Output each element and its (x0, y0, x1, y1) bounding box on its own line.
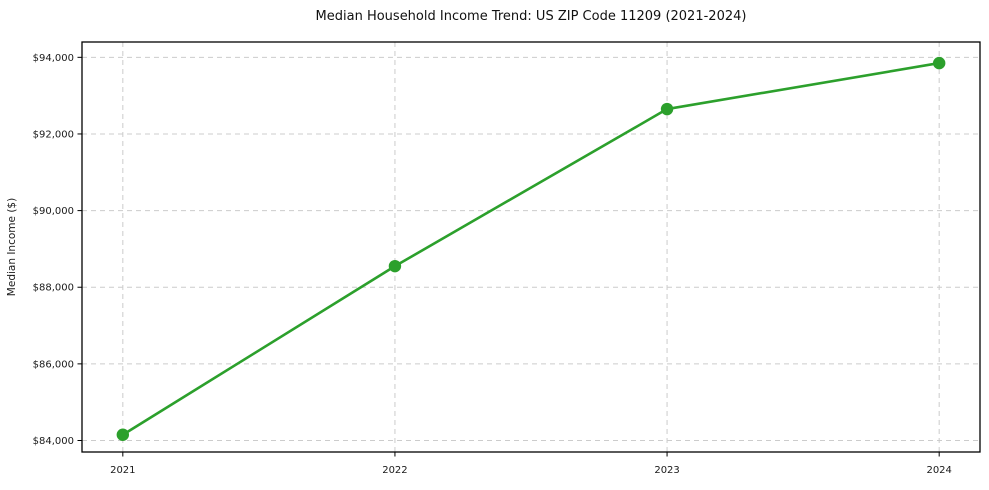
y-tick-label: $90,000 (33, 206, 74, 217)
data-point-2021 (116, 428, 130, 441)
y-tick-label: $88,000 (33, 283, 74, 294)
chart-title: Median Household Income Trend: US ZIP Co… (316, 9, 747, 24)
x-tick-label: 2023 (654, 465, 679, 476)
y-tick-label: $94,000 (33, 53, 74, 64)
x-tick-label: 2024 (926, 465, 951, 476)
y-tick-label: $84,000 (33, 436, 74, 447)
x-tick-label: 2022 (382, 465, 407, 476)
data-point-2024 (932, 56, 946, 70)
data-point-2022 (388, 259, 402, 273)
y-tick-label: $86,000 (33, 359, 74, 370)
plot-area: $84,000 $86,000 $88,000 $90,000 $92,000 $94,0… (33, 41, 981, 476)
y-axis-label: Median Income ($) (6, 198, 18, 296)
plot-border (81, 41, 981, 453)
data-point-2023 (660, 102, 674, 116)
trend-line (121, 61, 941, 437)
x-tick-label: 2021 (110, 465, 135, 476)
y-tick-label: $92,000 (33, 129, 74, 140)
